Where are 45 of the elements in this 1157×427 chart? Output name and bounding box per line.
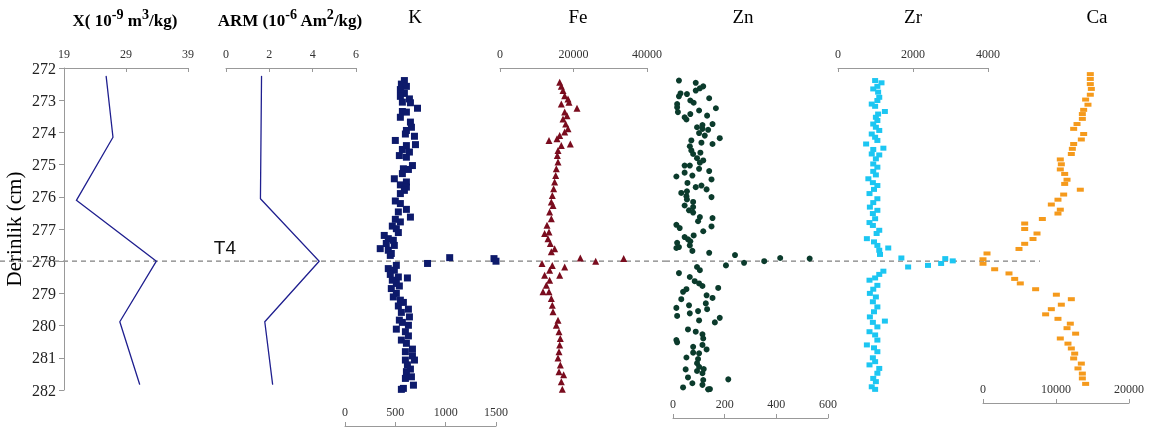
x-tick-label: 200 [715,397,734,411]
x-tick-label: 10000 [1041,382,1071,396]
x-tick-label: 20000 [1114,382,1144,396]
line-series [75,75,158,385]
x-tick-label: 0 [670,397,676,411]
y-tick-label: 277 [32,220,56,238]
x-tick-label: 0 [835,47,841,61]
x-tick-label: 0 [223,47,229,61]
y-tick-label: 274 [32,123,56,141]
x-tick-label: 1000 [433,405,458,419]
x-tick-label: 0 [342,405,348,419]
y-tick-label: 276 [32,188,56,206]
y-tick-label: 275 [32,156,56,174]
chart-title: Fe [568,6,588,28]
x-tick-label: 0 [980,382,986,396]
y-tick-label: 272 [32,59,56,77]
x-tick-label: 29 [120,47,132,61]
y-tick-label: 280 [32,317,56,335]
ref-line-label: T4 [213,237,237,259]
x-tick-label: 1500 [484,405,508,419]
x-tick-label: 4 [309,47,316,61]
y-tick-label: 282 [32,381,56,399]
chart-title: Zr [904,6,922,28]
y-tick-label: 278 [32,252,56,270]
x-tick-label: 6 [353,47,359,61]
x-tick-label: 0 [497,47,503,61]
x-tick-label: 500 [386,405,405,419]
x-tick-label: 400 [767,397,786,411]
chart-title: Ca [1086,6,1108,28]
chart-title: K [408,6,422,28]
x-tick-label: 20000 [558,47,589,61]
chart-title: ARM (10$^{-6}$ Am$^{2}$/kg) [217,6,363,31]
x-tick-label: 39 [182,47,194,61]
y-tick-label: 273 [32,91,56,109]
chart-title: Zn [732,6,754,28]
x-tick-label: 2 [266,47,273,61]
y-axis-title: Derinlik (cm) [1,171,26,287]
x-tick-label: 19 [58,47,70,61]
chart-title: X( 10$^{-9}$ m$^{3}$/kg) [72,6,178,31]
x-tick-label: 2000 [901,47,925,61]
x-tick-label: 40000 [632,47,662,61]
y-tick-label: 281 [32,349,56,367]
x-tick-label: 600 [819,397,837,411]
x-tick-label: 4000 [976,47,1000,61]
y-tick-label: 279 [32,284,56,302]
